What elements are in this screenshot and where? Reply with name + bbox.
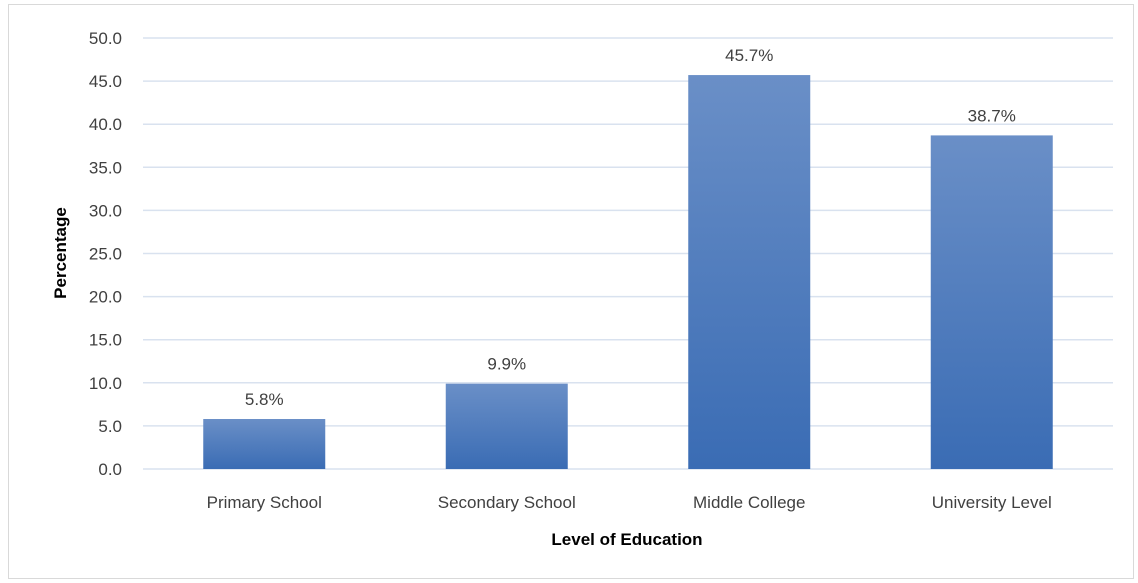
bar <box>930 135 1053 469</box>
data-label: 9.9% <box>487 355 526 374</box>
y-tick-label: 0.0 <box>98 460 122 479</box>
y-tick-label: 5.0 <box>98 417 122 436</box>
data-label: 45.7% <box>725 46 773 65</box>
bar <box>445 383 568 469</box>
data-label: 38.7% <box>968 106 1016 125</box>
y-tick-label: 30.0 <box>89 201 122 220</box>
y-tick-label: 25.0 <box>89 245 122 264</box>
bars <box>203 75 1053 469</box>
y-tick-label: 40.0 <box>89 115 122 134</box>
bar <box>203 419 326 469</box>
data-label: 5.8% <box>245 390 284 409</box>
x-tick-label: Secondary School <box>438 493 576 512</box>
y-tick-label: 35.0 <box>89 158 122 177</box>
y-axis-title: Percentage <box>51 207 70 299</box>
data-labels: 5.8% 9.9% 45.7% 38.7% <box>245 46 1016 409</box>
y-axis-ticks: 0.0 5.0 10.0 15.0 20.0 25.0 30.0 35.0 40.0 45.0 50… <box>89 29 122 479</box>
y-tick-label: 15.0 <box>89 331 122 350</box>
x-axis-ticks: Primary School Secondary School Middle Col… <box>207 493 1052 512</box>
y-tick-label: 10.0 <box>89 374 122 393</box>
x-tick-label: University Level <box>932 493 1052 512</box>
x-tick-label: Primary School <box>207 493 322 512</box>
y-tick-label: 45.0 <box>89 72 122 91</box>
x-axis-title: Level of Education <box>551 530 702 549</box>
x-tick-label: Middle College <box>693 493 805 512</box>
y-tick-label: 20.0 <box>89 288 122 307</box>
y-tick-label: 50.0 <box>89 29 122 48</box>
bar <box>688 75 811 469</box>
